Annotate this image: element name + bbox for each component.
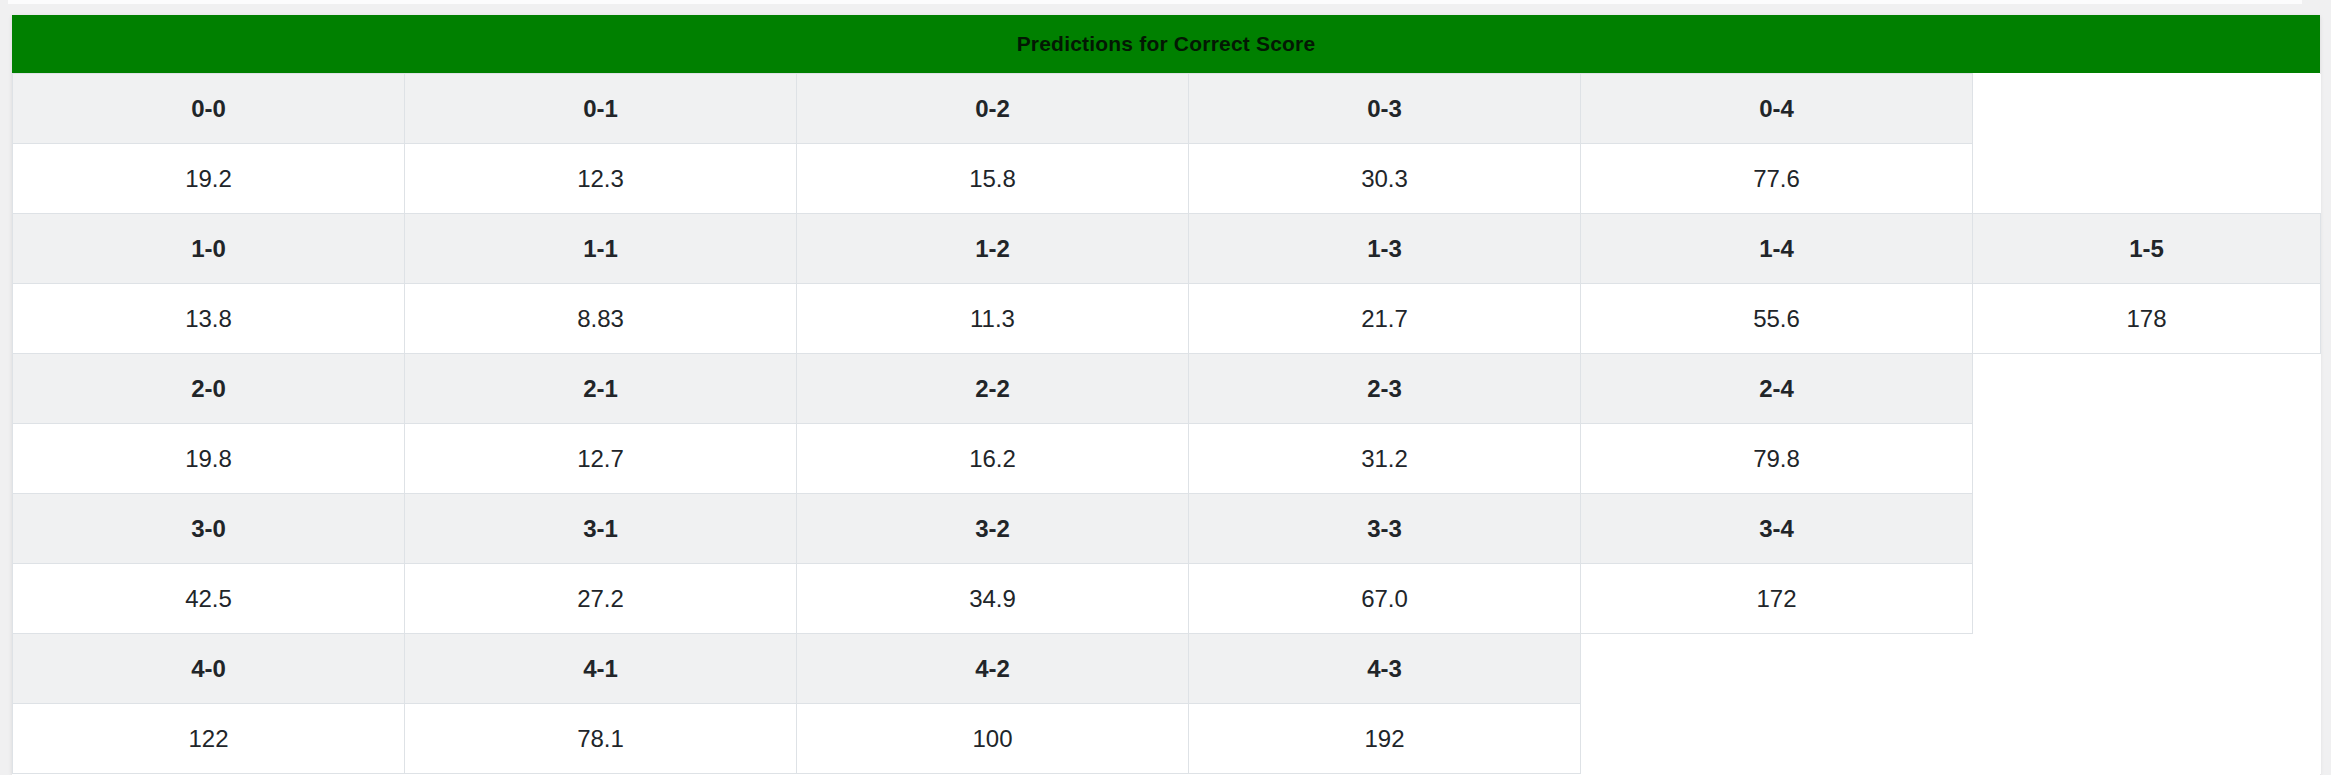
prediction-value-cell: 30.3: [1189, 144, 1581, 214]
score-value-row: 42.5 27.2 34.9 67.0 172: [13, 564, 2321, 634]
score-label-cell: 3-0: [13, 494, 405, 564]
score-label-cell: 3-4: [1581, 494, 1973, 564]
score-label-cell: 0-1: [405, 74, 797, 144]
score-header-row: 3-0 3-1 3-2 3-3 3-4: [13, 494, 2321, 564]
prediction-value-cell: 16.2: [797, 424, 1189, 494]
prediction-value-cell: 67.0: [1189, 564, 1581, 634]
empty-cell: [1973, 494, 2321, 564]
prediction-value-cell: 100: [797, 704, 1189, 774]
prediction-value-cell: 42.5: [13, 564, 405, 634]
prediction-value-cell: 13.8: [13, 284, 405, 354]
prediction-value-cell: 172: [1581, 564, 1973, 634]
prediction-value-cell: 77.6: [1581, 144, 1973, 214]
score-label-cell: 4-2: [797, 634, 1189, 704]
score-value-row: 19.8 12.7 16.2 31.2 79.8: [13, 424, 2321, 494]
score-label-cell: 1-3: [1189, 214, 1581, 284]
prediction-value-cell: 122: [13, 704, 405, 774]
prediction-value-cell: 27.2: [405, 564, 797, 634]
prediction-value-cell: 12.3: [405, 144, 797, 214]
score-label-cell: 2-3: [1189, 354, 1581, 424]
prediction-value-cell: 8.83: [405, 284, 797, 354]
correct-score-table: 0-0 0-1 0-2 0-3 0-4 19.2 12.3 15.8 30.3 …: [12, 73, 2321, 774]
empty-cell: [1973, 564, 2321, 634]
score-label-cell: 2-0: [13, 354, 405, 424]
correct-score-predictions-panel: Predictions for Correct Score 0-0 0-1 0-…: [12, 15, 2320, 775]
empty-cell: [1581, 634, 1973, 704]
score-value-row: 122 78.1 100 192: [13, 704, 2321, 774]
prediction-value-cell: 55.6: [1581, 284, 1973, 354]
empty-cell: [1973, 144, 2321, 214]
empty-cell: [1581, 704, 1973, 774]
score-label-cell: 0-0: [13, 74, 405, 144]
prediction-value-cell: 31.2: [1189, 424, 1581, 494]
score-header-row: 4-0 4-1 4-2 4-3: [13, 634, 2321, 704]
prediction-value-cell: 19.2: [13, 144, 405, 214]
score-label-cell: 1-5: [1973, 214, 2321, 284]
prediction-value-cell: 192: [1189, 704, 1581, 774]
score-label-cell: 4-1: [405, 634, 797, 704]
empty-cell: [1973, 424, 2321, 494]
score-header-row: 1-0 1-1 1-2 1-3 1-4 1-5: [13, 214, 2321, 284]
score-label-cell: 0-3: [1189, 74, 1581, 144]
score-label-cell: 4-0: [13, 634, 405, 704]
prediction-value-cell: 12.7: [405, 424, 797, 494]
prediction-value-cell: 11.3: [797, 284, 1189, 354]
empty-cell: [1973, 634, 2321, 704]
prediction-value-cell: 34.9: [797, 564, 1189, 634]
prediction-value-cell: 21.7: [1189, 284, 1581, 354]
empty-cell: [1973, 354, 2321, 424]
prediction-value-cell: 79.8: [1581, 424, 1973, 494]
prediction-value-cell: 78.1: [405, 704, 797, 774]
score-header-row: 0-0 0-1 0-2 0-3 0-4: [13, 74, 2321, 144]
prediction-value-cell: 15.8: [797, 144, 1189, 214]
score-value-row: 19.2 12.3 15.8 30.3 77.6: [13, 144, 2321, 214]
score-label-cell: 4-3: [1189, 634, 1581, 704]
score-label-cell: 1-2: [797, 214, 1189, 284]
prediction-value-cell: 178: [1973, 284, 2321, 354]
panel-title-bar: Predictions for Correct Score: [12, 15, 2320, 73]
empty-cell: [1973, 74, 2321, 144]
prediction-value-cell: 19.8: [13, 424, 405, 494]
score-label-cell: 2-4: [1581, 354, 1973, 424]
score-header-row: 2-0 2-1 2-2 2-3 2-4: [13, 354, 2321, 424]
score-value-row: 13.8 8.83 11.3 21.7 55.6 178: [13, 284, 2321, 354]
score-label-cell: 2-2: [797, 354, 1189, 424]
score-label-cell: 0-2: [797, 74, 1189, 144]
page-top-strip: [8, 0, 2302, 4]
score-label-cell: 3-1: [405, 494, 797, 564]
empty-cell: [1973, 704, 2321, 774]
score-label-cell: 3-3: [1189, 494, 1581, 564]
score-label-cell: 3-2: [797, 494, 1189, 564]
score-label-cell: 2-1: [405, 354, 797, 424]
panel-title: Predictions for Correct Score: [1017, 32, 1316, 56]
score-label-cell: 1-0: [13, 214, 405, 284]
score-label-cell: 1-1: [405, 214, 797, 284]
score-label-cell: 0-4: [1581, 74, 1973, 144]
score-label-cell: 1-4: [1581, 214, 1973, 284]
